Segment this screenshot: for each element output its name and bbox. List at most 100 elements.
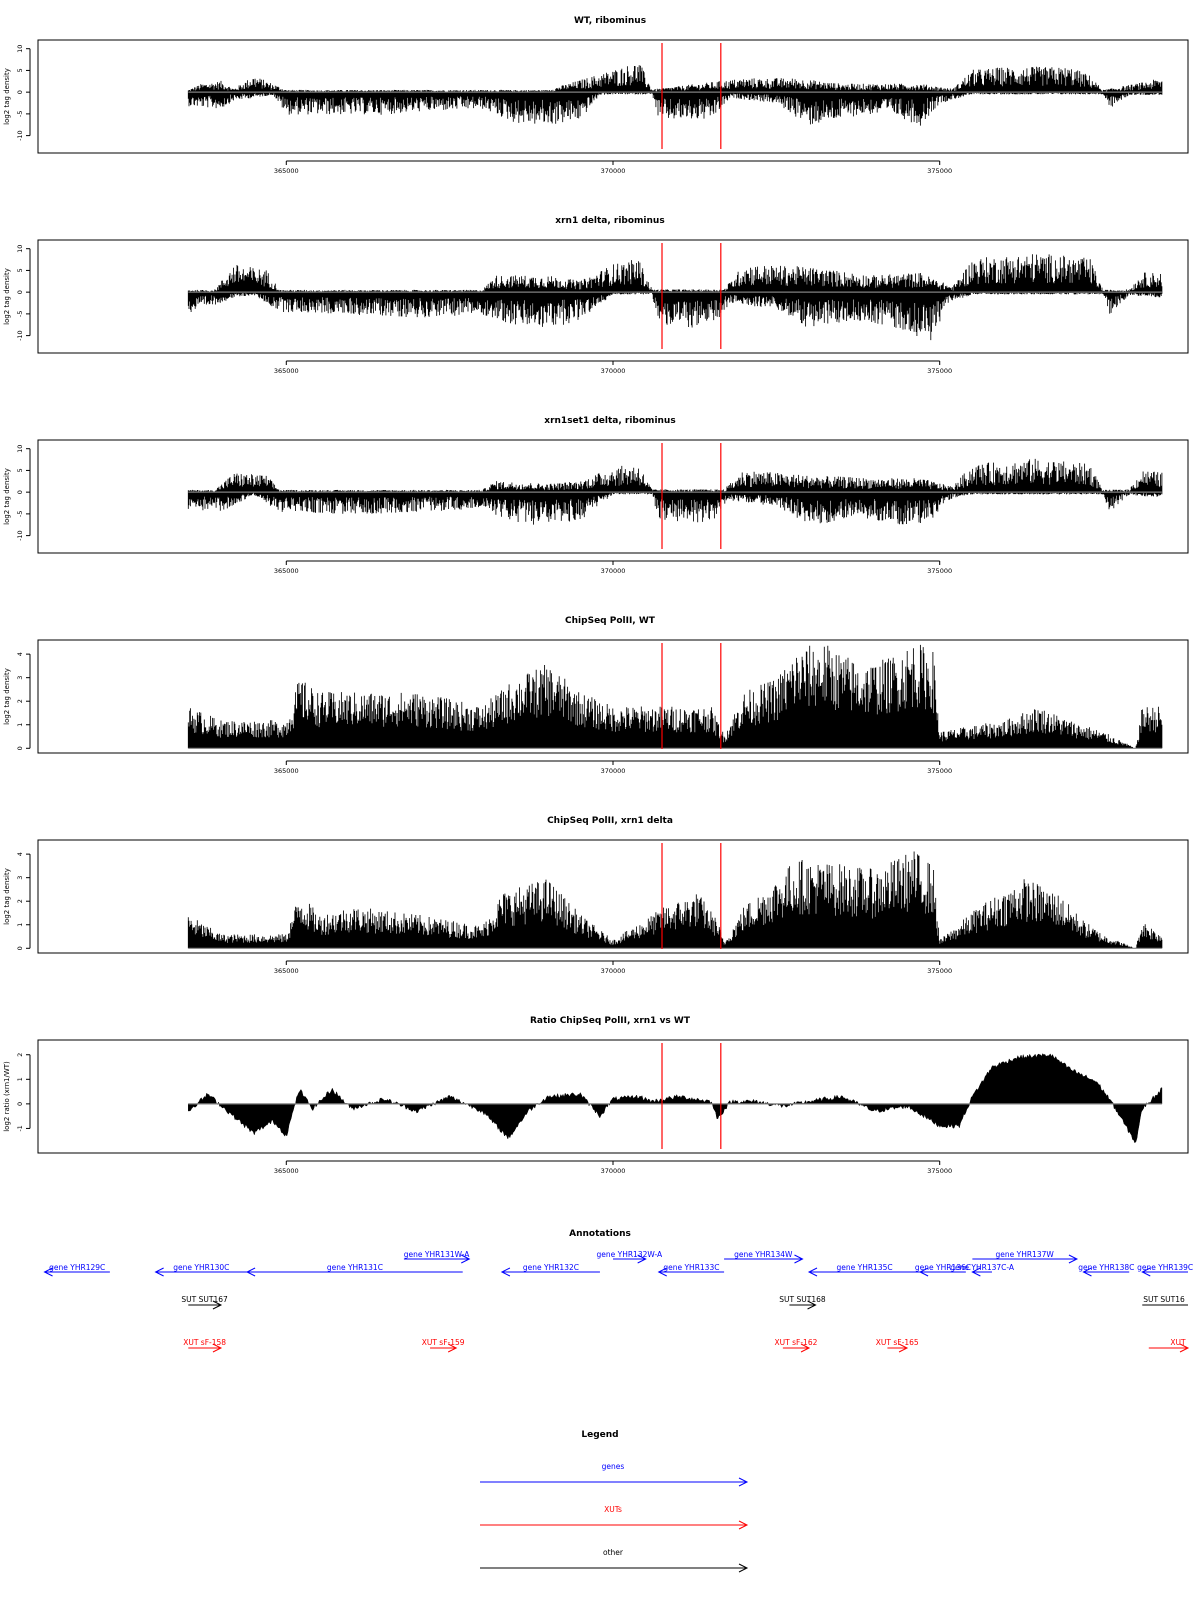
y-tick-label: 2: [16, 699, 24, 703]
x-tick-label: 375000: [927, 167, 952, 175]
gene-feature-arrowhead: [918, 1267, 929, 1277]
gene-feature-arrowhead: [154, 1267, 164, 1277]
y-tick-label: 1: [16, 723, 24, 727]
panel-title: xrn1 delta, ribominus: [555, 216, 664, 226]
gene-label: gene YHR138C: [1078, 1263, 1134, 1272]
y-tick-label: 5: [16, 468, 24, 472]
gene-feature-arrowhead: [43, 1267, 53, 1277]
y-tick-label: 10: [16, 445, 24, 453]
xut-feature-arrowhead: [1179, 1343, 1190, 1353]
signal-bars: [187, 644, 1163, 749]
xut-feature-arrowhead: [212, 1343, 223, 1353]
sut-label: SUT SUT167: [181, 1295, 228, 1304]
gene-label: gene YHR132W-A: [596, 1250, 663, 1259]
x-tick-label: 370000: [601, 967, 626, 975]
xut-feature-arrowhead: [800, 1343, 811, 1353]
gene-label: gene YHR137W: [995, 1250, 1054, 1259]
gene-label: gene YHR129C: [49, 1263, 105, 1272]
legend-label: genes: [602, 1462, 625, 1471]
legend-label: other: [603, 1548, 624, 1557]
x-tick-label: 370000: [601, 367, 626, 375]
y-tick-label: 3: [16, 876, 24, 880]
gene-feature-arrowhead: [500, 1267, 511, 1277]
y-tick-label: 0: [16, 1102, 24, 1106]
plot-frame: [37, 1039, 1189, 1154]
y-tick-label: 0: [16, 90, 24, 94]
gene-feature-arrowhead: [1141, 1267, 1151, 1277]
panel-title: ChipSeq PolII, xrn1 delta: [547, 816, 673, 826]
plot-frame: [37, 639, 1189, 754]
gene-feature-arrowhead: [657, 1267, 667, 1277]
panel-5: ChipSeq PolII, xrn1 delta 0 1 2 3 4 log2 tag d…: [3, 816, 1189, 975]
x-tick-label: 375000: [927, 767, 952, 775]
y-tick-label: -1: [16, 1125, 24, 1131]
sut-feature-arrowhead: [807, 1300, 817, 1310]
panel-title: Ratio ChipSeq PolII, xrn1 vs WT: [530, 1016, 691, 1026]
x-tick-label: 375000: [927, 567, 952, 575]
y-axis-label: log2 tag density: [3, 668, 11, 725]
sut-label: SUT SUT16: [1143, 1295, 1185, 1304]
sut-feature-arrowhead: [212, 1300, 223, 1310]
y-tick-label: 4: [16, 652, 24, 656]
y-tick-label: 0: [16, 946, 24, 950]
xut-label: XUT: [1170, 1338, 1186, 1347]
y-tick-label: 0: [16, 290, 24, 294]
gene-feature-arrowhead: [1068, 1254, 1079, 1264]
plot-frame: [37, 39, 1189, 154]
x-tick-label: 370000: [601, 1167, 626, 1175]
y-tick-label: 4: [16, 852, 24, 856]
x-tick-label: 370000: [601, 567, 626, 575]
y-tick-label: 5: [16, 268, 24, 272]
gene-feature-arrowhead: [1082, 1267, 1092, 1277]
x-tick-label: 365000: [274, 967, 299, 975]
xut-label: XUT sF-165: [876, 1338, 919, 1347]
legend-arrowhead: [738, 1563, 749, 1573]
gene-label: gene YHR133C: [663, 1263, 719, 1272]
plot-frame: [37, 439, 1189, 554]
gene-label: gene YHR139C: [1137, 1263, 1193, 1272]
xut-feature-arrowhead: [447, 1343, 458, 1353]
y-tick-label: 0: [16, 490, 24, 494]
x-tick-label: 365000: [274, 367, 299, 375]
x-tick-label: 365000: [274, 167, 299, 175]
sut-label: SUT SUT168: [779, 1295, 826, 1304]
xut-feature-arrowhead: [898, 1343, 909, 1353]
signal-bars: [187, 254, 1163, 341]
gene-label: gene YHR136C: [915, 1263, 971, 1272]
y-tick-label: 0: [16, 746, 24, 750]
y-tick-label: -10: [16, 330, 24, 341]
annotation-track: Annotations gene YHR129C gene YHR130C gene…: [43, 1229, 1193, 1353]
panel-title: WT, ribominus: [574, 16, 646, 26]
gene-label: gene YHR131W-A: [404, 1250, 471, 1259]
legend-arrowhead: [738, 1477, 749, 1487]
x-tick-label: 365000: [274, 1167, 299, 1175]
gene-feature-arrowhead: [245, 1267, 256, 1277]
gene-feature-arrowhead: [971, 1267, 981, 1277]
gene-label: gene YHR130C: [173, 1263, 229, 1272]
y-tick-label: -10: [16, 130, 24, 141]
panel-4: ChipSeq PolII, WT 0 1 2 3 4 log2 tag density 36…: [3, 616, 1189, 775]
y-axis-label: log2 tag density: [3, 468, 11, 525]
y-tick-label: 2: [16, 899, 24, 903]
x-tick-label: 370000: [601, 167, 626, 175]
y-tick-label: 5: [16, 68, 24, 72]
y-tick-label: 3: [16, 676, 24, 680]
y-tick-label: -5: [16, 311, 24, 317]
signal-bars: [187, 851, 1163, 949]
x-tick-label: 375000: [927, 1167, 952, 1175]
xut-label: XUT sF-162: [775, 1338, 818, 1347]
y-tick-label: -5: [16, 111, 24, 117]
gene-label: gene YHR137C-A: [950, 1263, 1015, 1272]
legend-label: XUTs: [604, 1505, 622, 1514]
ratio-area: [188, 1053, 1163, 1144]
x-tick-label: 375000: [927, 367, 952, 375]
panel-1: WT, ribominus -10 -5 0 5 10 log2 tag density 36…: [3, 16, 1189, 175]
y-tick-label: 10: [16, 245, 24, 253]
gene-label: gene YHR131C: [327, 1263, 383, 1272]
x-tick-label: 365000: [274, 767, 299, 775]
panel-title: xrn1set1 delta, ribominus: [544, 416, 675, 426]
y-tick-label: 10: [16, 45, 24, 53]
x-tick-label: 375000: [927, 967, 952, 975]
y-tick-label: 1: [16, 1077, 24, 1081]
y-axis-label: log2 tag density: [3, 268, 11, 325]
